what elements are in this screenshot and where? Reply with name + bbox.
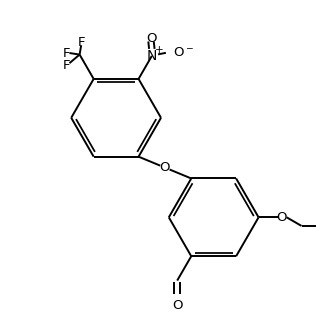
- Text: O: O: [276, 211, 287, 224]
- Text: O: O: [172, 299, 183, 312]
- Text: F: F: [63, 46, 71, 59]
- Text: $\mathregular{O}^-$: $\mathregular{O}^-$: [173, 46, 194, 59]
- Text: $\mathregular{N}$: $\mathregular{N}$: [146, 49, 157, 63]
- Text: F: F: [63, 59, 71, 72]
- Text: O: O: [146, 32, 156, 45]
- Text: $\mathregular{+}$: $\mathregular{+}$: [154, 44, 164, 55]
- Text: F: F: [77, 36, 85, 49]
- Text: O: O: [160, 161, 170, 174]
